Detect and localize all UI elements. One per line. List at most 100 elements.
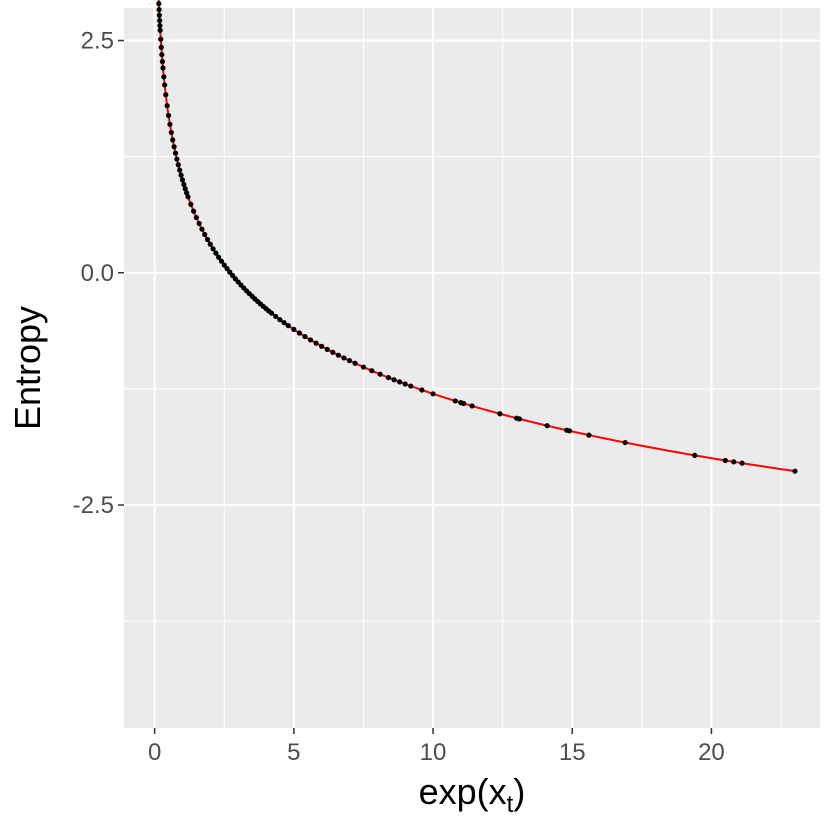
- data-point: [291, 326, 297, 332]
- y-tick-label: -2.5: [73, 492, 114, 519]
- data-point: [335, 352, 341, 358]
- data-point: [360, 364, 367, 370]
- data-point: [159, 59, 166, 65]
- data-point: [172, 150, 179, 156]
- data-point: [408, 383, 414, 389]
- data-point: [193, 214, 199, 221]
- data-point: [731, 459, 737, 465]
- data-point: [341, 355, 347, 361]
- data-point: [179, 177, 186, 183]
- axis-tick-marks: [118, 39, 713, 734]
- data-point: [352, 360, 358, 366]
- x-axis-tick-labels: 0 5 10 15 20: [148, 739, 725, 766]
- data-point: [162, 82, 168, 88]
- data-point: [516, 416, 522, 422]
- data-point: [419, 387, 425, 393]
- data-point: [213, 250, 219, 256]
- plot-panel-background: [124, 8, 820, 728]
- data-point: [168, 129, 174, 136]
- x-tick-label: 5: [287, 739, 300, 766]
- data-point: [161, 74, 167, 80]
- major-gridlines: [124, 8, 820, 728]
- data-point: [369, 368, 375, 374]
- x-axis-title-close: ): [513, 771, 525, 812]
- data-point: [157, 27, 163, 33]
- data-point: [207, 241, 213, 247]
- data-point: [497, 411, 503, 417]
- data-point: [792, 468, 798, 474]
- data-points: [156, 1, 798, 474]
- data-point: [313, 340, 319, 346]
- data-point: [157, 17, 163, 24]
- data-point: [160, 65, 166, 71]
- data-point: [157, 22, 163, 29]
- data-point: [544, 423, 550, 429]
- y-tick-label: 0.0: [81, 260, 114, 287]
- data-point: [170, 137, 176, 143]
- data-point: [221, 262, 227, 268]
- x-tick-label: 15: [559, 739, 586, 766]
- data-point: [722, 457, 728, 464]
- data-point: [566, 428, 573, 434]
- x-tick-label: 10: [420, 739, 447, 766]
- data-point: [174, 156, 180, 162]
- data-point: [586, 432, 592, 438]
- data-point: [158, 44, 164, 50]
- data-point: [202, 231, 208, 238]
- data-point: [163, 92, 169, 98]
- data-point: [182, 186, 188, 192]
- data-point: [268, 310, 275, 316]
- data-point: [210, 246, 216, 252]
- data-point: [622, 439, 628, 446]
- y-axis-tick-labels: 2.5 0.0 -2.5: [73, 28, 114, 520]
- data-point: [402, 381, 408, 387]
- data-point: [307, 337, 314, 343]
- data-point: [218, 258, 225, 264]
- data-point: [175, 162, 181, 168]
- data-point: [156, 1, 162, 7]
- data-point: [167, 121, 173, 127]
- x-tick-label: 0: [148, 739, 161, 766]
- data-point: [185, 194, 191, 200]
- data-point: [330, 349, 336, 355]
- data-point: [319, 343, 325, 349]
- data-point: [165, 112, 172, 119]
- data-point: [285, 323, 291, 329]
- data-point: [324, 346, 330, 352]
- data-point: [164, 103, 170, 109]
- data-point: [216, 254, 222, 260]
- data-point: [346, 358, 353, 364]
- data-point: [204, 236, 211, 243]
- data-point: [461, 400, 467, 407]
- data-point: [156, 7, 162, 13]
- data-point: [391, 377, 397, 383]
- data-point: [377, 371, 383, 377]
- data-point: [277, 317, 283, 323]
- data-point: [692, 452, 698, 458]
- x-axis-title-main: exp(x: [419, 771, 507, 812]
- data-point: [177, 167, 183, 173]
- y-axis-title: Entropy: [7, 306, 48, 430]
- x-tick-label: 20: [698, 739, 725, 766]
- data-point: [199, 226, 205, 232]
- data-point: [281, 320, 287, 326]
- data-point: [171, 144, 177, 150]
- data-point: [296, 330, 302, 336]
- data-point: [181, 181, 187, 188]
- data-point: [188, 201, 194, 207]
- data-point: [196, 220, 202, 227]
- y-tick-label: 2.5: [81, 28, 114, 55]
- data-point: [158, 36, 164, 42]
- data-point: [385, 374, 392, 381]
- data-point: [156, 12, 162, 18]
- data-point: [397, 379, 403, 385]
- data-point: [273, 313, 279, 320]
- data-point: [302, 333, 308, 340]
- data-point: [469, 403, 475, 409]
- x-axis-title: exp(xt): [419, 771, 526, 818]
- minor-gridlines: [124, 8, 820, 728]
- data-point: [184, 190, 190, 196]
- data-point: [178, 172, 184, 178]
- data-point: [159, 52, 165, 58]
